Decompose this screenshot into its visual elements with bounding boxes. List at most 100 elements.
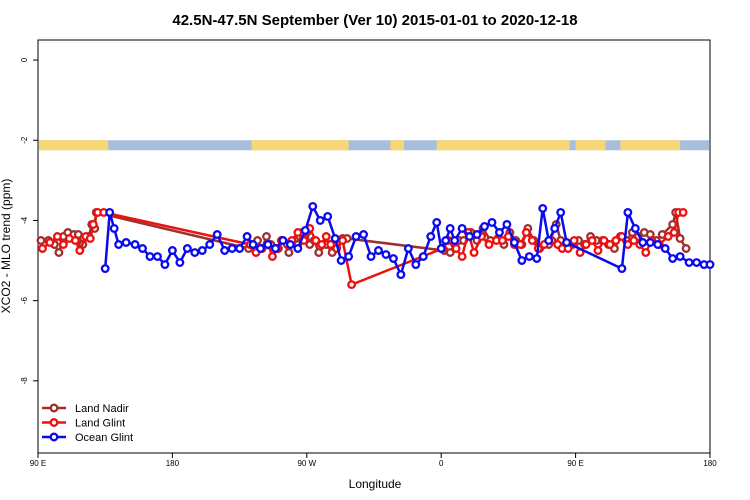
- x-tick-label-1: 180: [166, 459, 180, 468]
- x-tick-label-3: 0: [439, 459, 444, 468]
- point-ocean-glint-55: [487, 217, 497, 227]
- point-land-glint-2: [52, 232, 62, 241]
- point-ocean-glint-52: [465, 232, 475, 241]
- point-land-nadir-74: [681, 244, 691, 253]
- point-land-nadir-0: [36, 236, 46, 245]
- point-ocean-glint-36: [359, 230, 368, 239]
- legend-swatch-marker: [49, 432, 59, 442]
- x-tick-label-5: 180: [703, 459, 717, 468]
- legend-label: Ocean Glint: [75, 432, 133, 444]
- point-ocean-glint-18: [227, 244, 237, 253]
- point-land-glint-57: [599, 236, 609, 245]
- point-land-glint-33: [451, 244, 461, 253]
- y-tick-label-3: -6: [20, 297, 29, 305]
- point-ocean-glint-25: [278, 236, 288, 245]
- point-ocean-glint-64: [550, 224, 560, 233]
- point-ocean-glint-1: [105, 207, 115, 217]
- land-band-segment-2: [390, 140, 404, 151]
- y-axis-label: XCO2 - MLO trend (ppm): [0, 179, 13, 314]
- point-ocean-glint-49: [445, 224, 455, 233]
- point-land-glint-21: [293, 228, 303, 237]
- point-land-nadir-28: [314, 248, 324, 257]
- point-land-glint-27: [326, 240, 336, 249]
- point-ocean-glint-41: [396, 270, 406, 280]
- point-land-glint-3: [58, 240, 68, 249]
- land-band-segment-4: [575, 140, 606, 151]
- point-land-glint-36: [469, 248, 479, 257]
- point-ocean-glint-45: [426, 232, 436, 241]
- point-ocean-glint-32: [330, 234, 340, 243]
- land-band-segment-1: [251, 140, 349, 151]
- point-ocean-glint-23: [263, 240, 273, 249]
- x-tick-label-0: 90 E: [30, 459, 46, 468]
- point-land-nadir-73: [675, 234, 685, 243]
- point-ocean-glint-53: [472, 230, 482, 239]
- point-ocean-glint-40: [388, 254, 398, 263]
- point-ocean-glint-15: [205, 240, 215, 249]
- point-ocean-glint-7: [145, 252, 155, 261]
- point-ocean-glint-35: [351, 232, 361, 241]
- point-land-glint-54: [581, 240, 591, 249]
- point-ocean-glint-72: [653, 240, 663, 249]
- point-ocean-glint-11: [175, 258, 185, 267]
- series-layer: [36, 201, 715, 290]
- point-ocean-glint-61: [532, 254, 542, 263]
- point-ocean-glint-59: [517, 256, 527, 265]
- legend-item-land-glint: Land Glint: [42, 418, 125, 430]
- point-ocean-glint-9: [160, 260, 170, 269]
- point-land-glint-26: [321, 232, 331, 241]
- point-land-glint-56: [593, 246, 603, 255]
- point-ocean-glint-26: [285, 240, 295, 249]
- point-land-glint-25: [317, 240, 327, 249]
- point-ocean-glint-77: [692, 258, 702, 267]
- point-ocean-glint-29: [308, 201, 318, 211]
- point-ocean-glint-50: [450, 236, 460, 245]
- point-ocean-glint-31: [323, 211, 333, 221]
- point-land-glint-59: [611, 236, 621, 245]
- point-ocean-glint-19: [235, 244, 245, 253]
- point-ocean-glint-42: [403, 244, 413, 253]
- chart-title: 42.5N-47.5N September (Ver 10) 2015-01-0…: [172, 12, 577, 29]
- point-land-glint-0: [38, 244, 47, 253]
- point-ocean-glint-2: [109, 224, 119, 233]
- point-ocean-glint-62: [538, 203, 548, 213]
- point-land-nadir-17: [262, 232, 271, 241]
- point-land-glint-40: [497, 236, 507, 245]
- point-land-nadir-3: [54, 248, 64, 257]
- point-ocean-glint-10: [167, 246, 177, 255]
- point-ocean-glint-63: [544, 236, 554, 245]
- point-ocean-glint-27: [293, 244, 303, 253]
- x-axis-label: Longitude: [349, 477, 402, 491]
- point-ocean-glint-20: [242, 232, 252, 241]
- legend-swatch-marker: [49, 403, 59, 413]
- point-land-glint-34: [457, 252, 467, 261]
- land-band-segment-3: [436, 140, 570, 151]
- point-land-glint-62: [629, 236, 639, 245]
- point-ocean-glint-4: [121, 238, 131, 247]
- point-ocean-glint-68: [623, 207, 633, 217]
- point-land-glint-67: [663, 232, 673, 241]
- point-ocean-glint-56: [494, 228, 504, 237]
- point-land-nadir-21: [284, 248, 294, 257]
- point-ocean-glint-76: [684, 258, 694, 267]
- point-ocean-glint-44: [418, 252, 428, 261]
- point-land-glint-1: [45, 238, 55, 247]
- x-tick-label-2: 90 W: [297, 459, 316, 468]
- point-ocean-glint-8: [153, 252, 162, 261]
- series-ocean-glint: [100, 201, 715, 280]
- point-land-glint-52: [569, 236, 579, 245]
- legend-item-land-nadir: Land Nadir: [42, 403, 129, 415]
- point-land-glint-64: [641, 248, 651, 257]
- point-ocean-glint-60: [524, 252, 534, 261]
- point-land-glint-55: [587, 236, 597, 245]
- point-ocean-glint-6: [138, 244, 147, 253]
- point-ocean-glint-74: [668, 254, 678, 263]
- point-ocean-glint-39: [381, 250, 391, 259]
- point-ocean-glint-46: [432, 217, 442, 227]
- point-ocean-glint-71: [645, 238, 655, 247]
- point-ocean-glint-21: [248, 240, 258, 249]
- point-land-glint-68: [669, 228, 679, 237]
- point-ocean-glint-43: [411, 260, 421, 269]
- point-ocean-glint-47: [436, 244, 446, 253]
- point-ocean-glint-24: [270, 244, 280, 253]
